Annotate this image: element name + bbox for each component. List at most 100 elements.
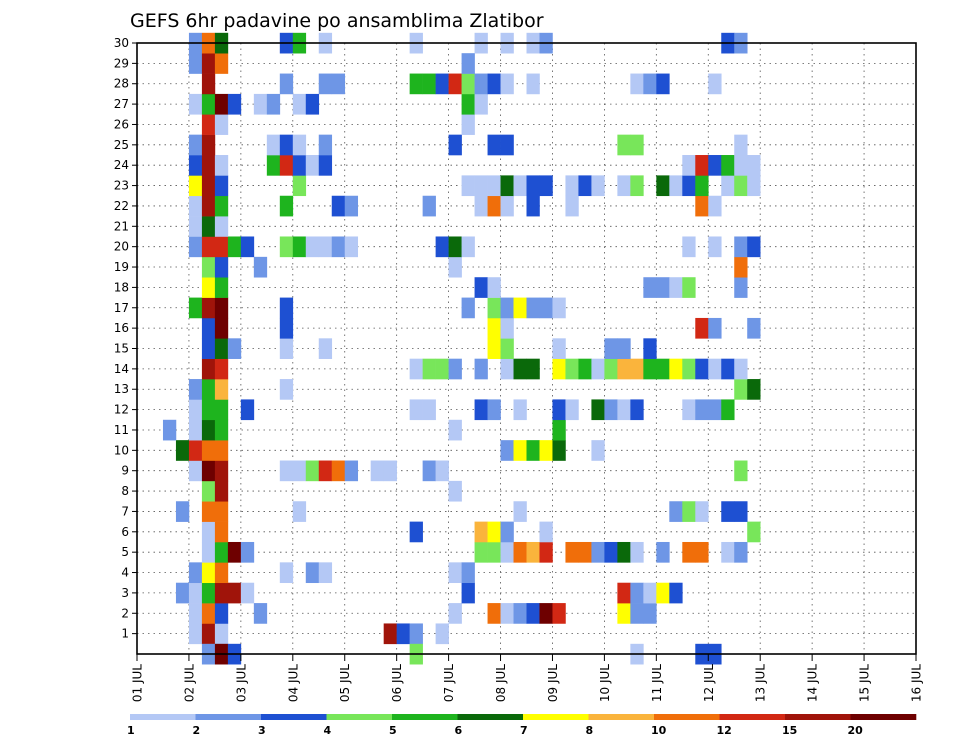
heatmap-cell xyxy=(214,562,229,584)
heatmap-cell xyxy=(500,134,514,156)
heatmap-cell xyxy=(214,603,229,624)
heatmap-cell xyxy=(188,562,203,584)
colorbar-segment xyxy=(457,714,524,720)
heatmap-cell xyxy=(240,541,255,563)
heatmap-cell xyxy=(266,155,281,176)
x-tick-label: 13 JUL xyxy=(754,664,768,702)
x-tick-label: 02 JUL xyxy=(182,664,196,702)
heatmap-cell xyxy=(695,317,709,339)
x-tick-label: 16 JUL xyxy=(910,664,924,702)
heatmap-cell xyxy=(734,134,748,156)
heatmap-cell xyxy=(214,338,229,359)
heatmap-cell xyxy=(513,541,527,563)
y-tick-label: 11 xyxy=(114,423,129,437)
heatmap-cell xyxy=(487,317,501,339)
heatmap-cell xyxy=(331,460,346,482)
colorbar-label: 3 xyxy=(258,724,266,737)
heatmap-cell xyxy=(409,358,423,380)
colorbar-segment xyxy=(654,714,720,720)
heatmap-cell xyxy=(513,358,527,380)
y-tick-label: 21 xyxy=(114,219,129,233)
heatmap-cell xyxy=(201,195,216,217)
colorbar-segment xyxy=(785,714,851,720)
heatmap-cell xyxy=(188,297,203,319)
heatmap-cell xyxy=(591,399,605,421)
y-tick-label: 27 xyxy=(114,97,129,111)
heatmap-cell xyxy=(292,236,307,258)
heatmap-cell xyxy=(214,297,229,319)
heatmap-cell xyxy=(708,195,722,217)
heatmap-cell xyxy=(643,277,657,298)
heatmap-cell xyxy=(175,501,190,522)
heatmap-cell xyxy=(734,379,748,400)
heatmap-cell xyxy=(552,358,566,380)
heatmap-cell xyxy=(669,582,683,604)
heatmap-cell xyxy=(578,541,592,563)
heatmap-cell xyxy=(526,603,540,624)
heatmap-cell xyxy=(474,541,488,563)
heatmap-cell xyxy=(682,277,696,298)
heatmap-cell xyxy=(617,582,631,604)
heatmap-cell xyxy=(318,155,333,176)
heatmap-cell xyxy=(552,399,566,421)
x-tick-label: 07 JUL xyxy=(442,664,456,702)
heatmap-cell xyxy=(461,236,475,258)
heatmap-cell xyxy=(604,541,618,563)
heatmap-cell xyxy=(734,256,748,278)
heatmap-cell xyxy=(448,134,462,156)
y-tick-label: 10 xyxy=(114,443,129,457)
y-tick-label: 24 xyxy=(114,158,129,172)
heatmap-cell xyxy=(253,603,268,624)
y-tick-label: 26 xyxy=(114,117,129,131)
y-tick-label: 14 xyxy=(114,362,129,376)
heatmap-cell xyxy=(383,460,397,482)
heatmap-cell xyxy=(318,562,333,584)
heatmap-cell xyxy=(448,73,462,95)
heatmap-cell xyxy=(630,603,644,624)
heatmap-cell xyxy=(695,358,709,380)
colorbar-segment xyxy=(719,714,786,720)
heatmap-cell xyxy=(565,175,579,197)
x-tick-label: 01 JUL xyxy=(131,664,145,702)
heatmap-cell xyxy=(708,317,722,339)
heatmap-cell xyxy=(565,399,579,421)
heatmap-cell xyxy=(201,297,216,319)
heatmap-cell xyxy=(734,175,748,197)
heatmap-cell xyxy=(214,195,229,217)
x-tick-label: 10 JUL xyxy=(598,664,612,702)
y-tick-label: 29 xyxy=(114,56,129,70)
heatmap-cell xyxy=(201,175,216,197)
heatmap-cell xyxy=(331,73,346,95)
heatmap-cell xyxy=(591,440,605,461)
heatmap-cell xyxy=(188,419,203,441)
heatmap-cell xyxy=(448,562,462,584)
heatmap-cell xyxy=(201,216,216,237)
heatmap-cell xyxy=(500,440,514,461)
heatmap-cell xyxy=(201,460,216,482)
heatmap-cell xyxy=(214,460,229,482)
heatmap-cell xyxy=(617,338,631,359)
colorbar-label: 15 xyxy=(782,724,797,737)
x-tick-label: 14 JUL xyxy=(806,664,820,702)
heatmap-cell xyxy=(643,603,657,624)
heatmap-cell xyxy=(734,460,748,482)
heatmap-cell xyxy=(383,623,397,645)
y-tick-label: 19 xyxy=(114,260,129,274)
y-tick-label: 23 xyxy=(114,179,129,193)
heatmap-cell xyxy=(461,175,475,197)
colorbar-label: 8 xyxy=(586,724,594,737)
heatmap-cell xyxy=(214,317,229,339)
heatmap-cell xyxy=(721,175,735,197)
heatmap-cell xyxy=(526,541,540,563)
y-tick-label: 4 xyxy=(121,566,129,580)
heatmap-cell xyxy=(214,236,229,258)
heatmap-cell xyxy=(617,175,631,197)
heatmap-cell xyxy=(461,53,475,74)
heatmap-cell xyxy=(214,521,229,543)
heatmap-cell xyxy=(513,440,527,461)
heatmap-cell xyxy=(448,419,462,441)
heatmap-cell xyxy=(279,236,294,258)
heatmap-cell xyxy=(305,155,320,176)
heatmap-cell xyxy=(188,195,203,217)
heatmap-cell xyxy=(305,460,320,482)
